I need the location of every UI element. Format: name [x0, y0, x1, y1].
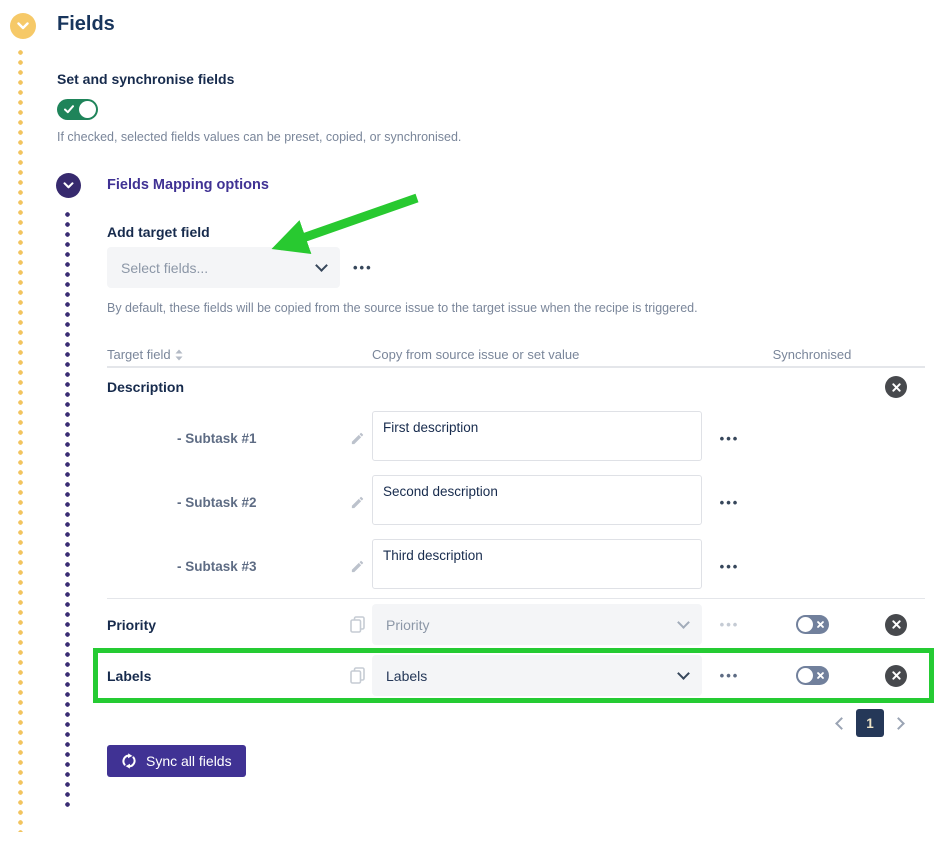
priority-synchronised-toggle[interactable] [795, 615, 829, 634]
close-icon [891, 382, 901, 392]
field-label: Labels [107, 667, 152, 684]
table-row-subtask-1: - Subtask #1 First description ••• [107, 406, 925, 470]
page-title: Fields [57, 13, 115, 35]
set-sync-fields-toggle[interactable] [57, 99, 98, 120]
sync-all-fields-button[interactable]: Sync all fields [107, 745, 246, 777]
set-sync-fields-label: Set and synchronise fields [57, 71, 235, 87]
remove-description-button[interactable] [885, 376, 907, 398]
add-target-field-label: Add target field [107, 224, 210, 240]
mapping-options-title: Fields Mapping options [107, 177, 269, 193]
toggle-knob [79, 101, 96, 118]
pencil-icon [350, 559, 365, 574]
table-row-subtask-2: - Subtask #2 Second description ••• [107, 470, 925, 534]
toggle-knob [797, 668, 813, 683]
section-guide-line-yellow [18, 50, 23, 832]
pagination-prev-button[interactable] [835, 716, 848, 730]
field-label: Priority [107, 616, 157, 633]
subtask-label: - Subtask #3 [177, 558, 257, 574]
mapping-help-text: By default, these fields will be copied … [107, 301, 698, 315]
labels-value-select[interactable]: Labels [372, 655, 702, 696]
table-row-description-group: Description [107, 368, 925, 406]
pencil-icon [350, 431, 365, 446]
chevron-down-icon [315, 258, 328, 272]
fields-section-collapse-button[interactable] [10, 13, 36, 39]
add-target-field-select[interactable]: Select fields... [107, 247, 340, 288]
target-field-header: Target field [107, 347, 372, 362]
value-column-header: Copy from source issue or set value [372, 347, 580, 362]
chevron-down-icon [677, 666, 690, 680]
pagination-page-1[interactable]: 1 [856, 709, 884, 737]
pagination-next-button[interactable] [892, 716, 905, 730]
subtask-2-more-button[interactable]: ••• [719, 494, 740, 510]
sync-button-label: Sync all fields [146, 753, 232, 769]
priority-select-value: Priority [386, 616, 430, 633]
copy-icon [350, 616, 365, 633]
remove-priority-button[interactable] [885, 613, 907, 636]
group-name: Description [107, 379, 185, 395]
add-field-more-button[interactable]: ••• [353, 260, 373, 275]
chevron-down-icon [17, 22, 29, 30]
target-field-header-label: Target field [107, 347, 171, 362]
subtask-1-more-button[interactable]: ••• [719, 430, 740, 446]
set-sync-fields-help: If checked, selected fields values can b… [57, 130, 462, 144]
mapping-options-collapse-button[interactable] [56, 173, 81, 198]
priority-value-select[interactable]: Priority [372, 604, 702, 645]
table-header-row: Target field Copy from source issue or s… [107, 343, 925, 368]
table-row-priority: Priority Priority ••• [107, 598, 925, 650]
close-icon [891, 620, 901, 629]
remove-labels-button[interactable] [885, 664, 907, 687]
pencil-icon [350, 495, 365, 510]
cross-icon [816, 621, 824, 628]
labels-select-value: Labels [386, 667, 428, 684]
select-placeholder: Select fields... [121, 259, 209, 276]
labels-more-button[interactable]: ••• [719, 668, 740, 683]
section-guide-line-purple [65, 212, 70, 812]
subtask-3-value-textarea[interactable]: Third description [372, 538, 702, 589]
priority-more-button[interactable]: ••• [719, 617, 740, 632]
labels-synchronised-toggle[interactable] [795, 666, 829, 685]
table-row-subtask-3: - Subtask #3 Third description ••• [107, 534, 925, 598]
close-icon [891, 671, 901, 680]
table-row-labels: Labels Labels ••• [107, 650, 925, 702]
cross-icon [816, 672, 824, 679]
sync-icon [121, 753, 137, 769]
synchronised-column-header: Synchronised [772, 347, 852, 362]
subtask-label: - Subtask #2 [177, 494, 257, 510]
check-icon [57, 105, 74, 114]
subtask-1-value-textarea[interactable]: First description [372, 410, 702, 461]
toggle-knob [797, 617, 813, 632]
pagination: 1 [107, 709, 925, 737]
chevron-down-icon [63, 182, 74, 189]
fields-mapping-table: Target field Copy from source issue or s… [107, 343, 925, 702]
chevron-down-icon [677, 615, 690, 629]
subtask-label: - Subtask #1 [177, 430, 257, 446]
subtask-2-value-textarea[interactable]: Second description [372, 474, 702, 525]
sort-icon[interactable] [175, 349, 183, 361]
subtask-3-more-button[interactable]: ••• [719, 558, 740, 574]
copy-icon [350, 667, 365, 684]
